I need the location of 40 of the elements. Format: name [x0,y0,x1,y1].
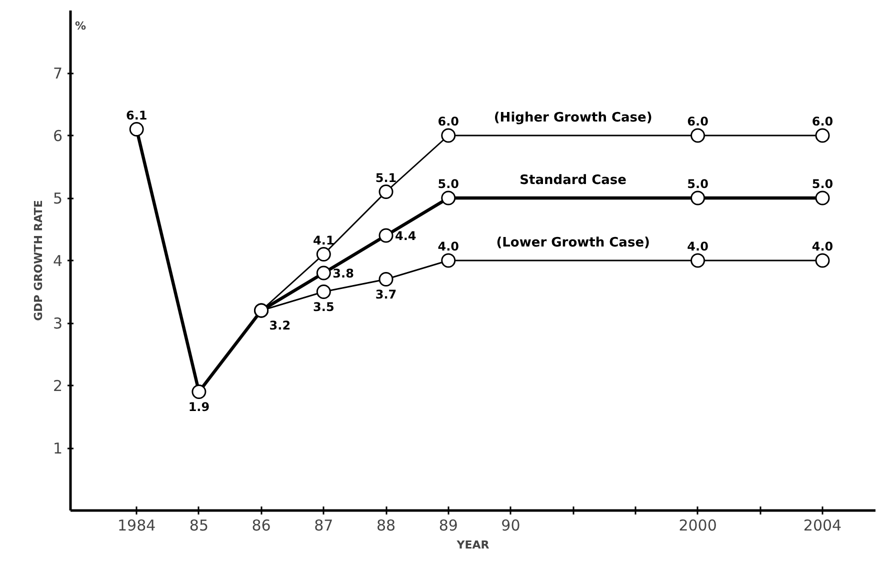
x-tick-label: 2004 [803,516,842,534]
x-axis-title: YEAR [456,538,490,552]
data-label: 4.0 [812,240,834,254]
data-label: 5.0 [687,177,708,191]
data-label: 6.0 [438,114,460,128]
y-tick-label: 5 [52,190,63,208]
x-tick-label: 1984 [118,516,156,534]
data-label: 6.1 [126,108,148,122]
x-tick-label: 87 [314,516,334,534]
y-tick-label: 2 [52,377,63,395]
data-label: 3.7 [375,287,397,302]
x-tick-label: 86 [252,516,271,534]
data-label: 5.0 [812,177,834,191]
data-label: 3.2 [269,318,291,332]
x-tick-label: 85 [189,516,208,534]
data-label: 3.5 [313,300,334,314]
x-tick-label: 2000 [678,516,717,534]
data-label: 4.0 [438,240,460,254]
annotation: % [74,20,86,32]
series-label: (Lower Growth Case) [496,236,650,250]
y-tick-label: 1 [52,440,63,458]
y-axis-title: GDP GROWTH RATE [32,200,45,321]
data-label: 6.0 [812,114,834,128]
y-tick-label: 7 [52,64,63,82]
data-label: 4.1 [313,233,334,248]
data-label: 5.0 [438,177,460,191]
x-tick-label: 88 [376,516,396,534]
data-label: 1.9 [188,400,210,414]
x-tick-label: 90 [501,516,520,534]
y-tick-label: 3 [52,314,63,332]
series-label: (Higher Growth Case) [494,110,652,126]
data-label: 4.0 [687,240,708,254]
x-tick-label: 89 [438,516,458,534]
data-label: 3.8 [332,266,354,280]
data-label: 4.4 [395,229,416,243]
y-tick-label: 6 [52,127,63,145]
data-label: 6.0 [687,114,708,128]
y-tick-label: 4 [52,252,63,270]
series-label: Standard Case [520,173,627,188]
data-label: 5.1 [375,170,397,185]
